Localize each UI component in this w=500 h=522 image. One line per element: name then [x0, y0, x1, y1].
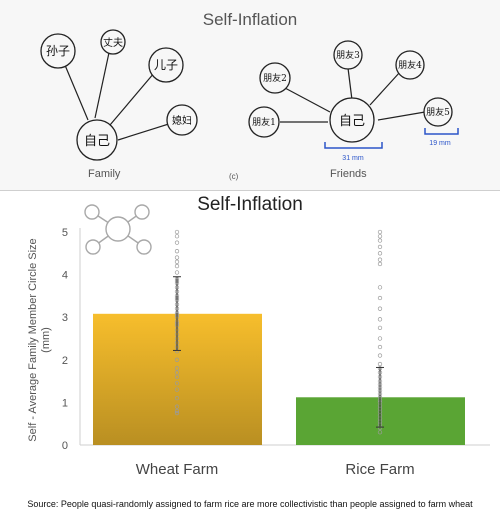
data-point	[377, 261, 383, 267]
data-point	[377, 306, 383, 311]
family-node-self	[76, 119, 118, 161]
friends-label: Friends	[330, 168, 367, 180]
data-point	[174, 410, 180, 416]
y-tick-label: 4	[62, 270, 68, 282]
friend-node-label: 朋友4	[398, 59, 422, 71]
friend-node-label: 朋友5	[426, 106, 450, 118]
measure-label: 19 mm	[429, 140, 451, 147]
data-point	[377, 234, 383, 239]
family-node-label: 儿子	[154, 58, 178, 72]
friend-node	[259, 62, 291, 94]
family-node-label: 丈夫	[103, 37, 123, 49]
data-point	[174, 408, 180, 414]
data-point	[174, 387, 180, 392]
friend-node	[395, 50, 425, 80]
data-point	[174, 263, 180, 269]
data-point	[174, 381, 180, 386]
data-point	[377, 257, 383, 262]
friend-node-label: 朋友3	[336, 49, 360, 61]
chart-title: Self-Inflation	[197, 194, 303, 215]
y-axis-label: Self - Average Family Member Circle Size…	[27, 238, 52, 441]
data-point	[377, 430, 383, 435]
figure-tag: (c)	[229, 172, 239, 181]
data-point	[174, 374, 180, 379]
data-point	[377, 353, 383, 358]
friend-node	[248, 106, 280, 138]
sociogram-drawings: 孙子 丈夫 儿子 媳妇 自己 朋友2 朋友3 朋友4 朋友1 朋友5 自己	[40, 29, 459, 162]
data-point	[377, 251, 383, 256]
y-tick-label: 0	[62, 440, 68, 452]
data-point	[377, 344, 383, 350]
data-point	[377, 361, 383, 367]
source-note: Source: People quasi-randomly assigned t…	[27, 499, 473, 509]
measure-bracket-friend	[424, 128, 459, 135]
data-point	[377, 295, 383, 301]
y-tick-label: 2	[62, 355, 68, 367]
data-point	[174, 240, 180, 245]
sketch-title: Self-Inflation	[202, 10, 298, 29]
y-tick-label: 3	[62, 312, 68, 324]
data-point	[377, 244, 383, 250]
family-node-husband	[100, 29, 126, 55]
data-point	[174, 255, 180, 260]
y-tick-label: 1	[62, 397, 68, 409]
x-category-label: Wheat Farm	[136, 461, 219, 478]
friend-node	[333, 40, 363, 70]
data-point	[377, 238, 383, 243]
measure-label: 31 mm	[342, 155, 364, 162]
family-label: Family	[88, 168, 121, 180]
data-point	[377, 285, 383, 290]
family-node-label: 媳妇	[172, 114, 192, 127]
data-point	[377, 325, 383, 331]
family-node-grandson	[40, 33, 76, 69]
friend-node-label: 自己	[339, 114, 365, 129]
data-point	[377, 317, 383, 322]
data-point	[174, 229, 180, 235]
family-node-daughter-in-law	[166, 104, 198, 136]
data-point	[174, 249, 180, 254]
data-point	[174, 270, 180, 275]
x-category-label: Rice Farm	[345, 461, 414, 478]
friend-node-label: 朋友1	[252, 116, 276, 128]
data-point	[174, 234, 180, 239]
network-icon	[84, 204, 152, 255]
data-point	[174, 357, 180, 362]
data-point	[377, 336, 383, 341]
y-tick-label: 5	[62, 227, 68, 239]
friend-node-label: 朋友2	[263, 72, 287, 84]
family-node-son	[148, 47, 184, 83]
data-point	[174, 395, 180, 401]
family-node-label: 自己	[84, 134, 110, 149]
measure-bracket-self	[324, 142, 383, 149]
data-point	[174, 370, 180, 375]
data-point	[377, 229, 383, 235]
friend-node	[423, 97, 453, 127]
friend-node-self	[329, 97, 375, 143]
family-node-label: 孙子	[46, 44, 70, 58]
data-point	[174, 259, 180, 264]
sociogram-sketch-panel: Self-Inflation 孙子 丈夫 儿子 媳妇 自己	[0, 0, 500, 191]
data-point	[174, 404, 180, 409]
data-point	[174, 366, 180, 371]
